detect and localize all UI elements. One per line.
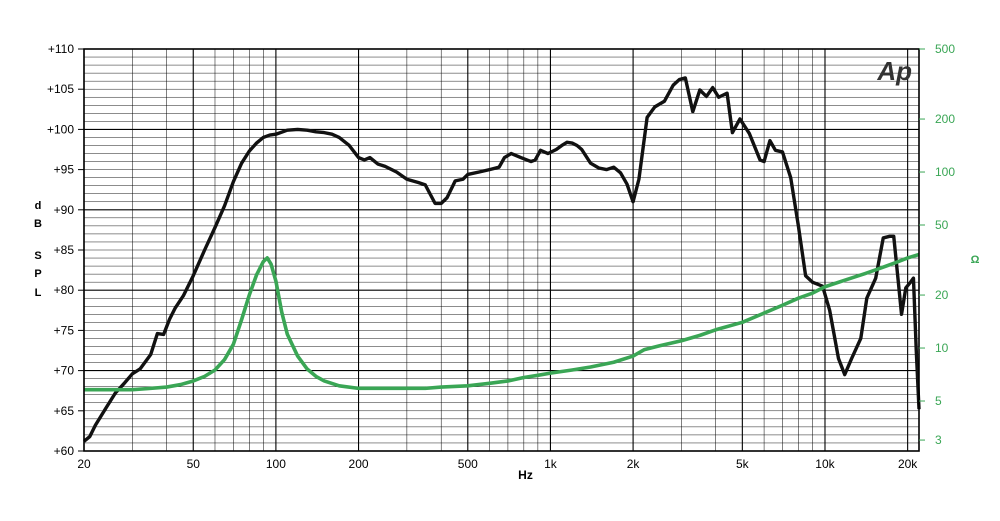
left-tick-label: +80 — [54, 283, 75, 297]
left-tick-label: +60 — [54, 444, 75, 458]
left-tick-label: +75 — [54, 323, 75, 337]
left-axis-label: dB SPL — [34, 200, 42, 299]
impedance-curve — [84, 252, 920, 392]
right-tick-label: 3 — [935, 433, 942, 447]
x-tick-label: 500 — [458, 457, 478, 471]
right-axis-ticks: 3 5 10 20 50 100 200 500 — [919, 42, 955, 447]
x-tick-label: 100 — [266, 457, 286, 471]
left-tick-label: +100 — [47, 122, 74, 136]
ap-logo: Ap — [876, 56, 912, 86]
left-tick-label: +65 — [54, 404, 75, 418]
x-tick-label: 1k — [544, 457, 558, 471]
right-tick-label: 20 — [935, 288, 949, 302]
left-tick-label: +90 — [54, 203, 75, 217]
x-tick-label: 2k — [627, 457, 641, 471]
right-tick-label: 10 — [935, 341, 949, 355]
spl-curve — [82, 76, 921, 443]
x-axis-ticks: 20 50 100 200 500 1k 2k 5k 10k 20k — [77, 457, 918, 471]
x-tick-label: 200 — [349, 457, 369, 471]
left-tick-label: +85 — [54, 243, 75, 257]
x-axis-label: Hz — [518, 468, 533, 482]
series-layer — [82, 76, 921, 443]
right-tick-label: 5 — [935, 394, 942, 408]
x-tick-label: 20k — [898, 457, 918, 471]
left-axis-label-letter: P — [34, 268, 41, 280]
x-tick-label: 5k — [736, 457, 750, 471]
left-tick-label: +70 — [54, 364, 75, 378]
left-axis-label-letter: S — [34, 250, 41, 262]
right-axis-label: Ω — [971, 254, 980, 266]
left-axis-ticks: +60 +65 +70 +75 +80 +85 +90 +95 +100 +105 +110 — [47, 42, 84, 458]
right-tick-label: 200 — [935, 112, 955, 126]
left-tick-label: +110 — [48, 42, 74, 56]
x-tick-label: 50 — [187, 457, 201, 471]
x-tick-label: 20 — [77, 457, 91, 471]
right-tick-label: 500 — [935, 42, 955, 56]
left-tick-label: +105 — [47, 82, 74, 96]
right-tick-label: 100 — [935, 165, 955, 179]
left-axis-label-letter: d — [35, 200, 42, 212]
left-axis-label-letter: B — [34, 218, 42, 230]
left-axis-label-letter: L — [35, 287, 42, 299]
left-tick-label: +95 — [54, 163, 75, 177]
grid — [83, 48, 919, 452]
right-tick-label: 50 — [935, 218, 949, 232]
x-tick-label: 10k — [815, 457, 835, 471]
